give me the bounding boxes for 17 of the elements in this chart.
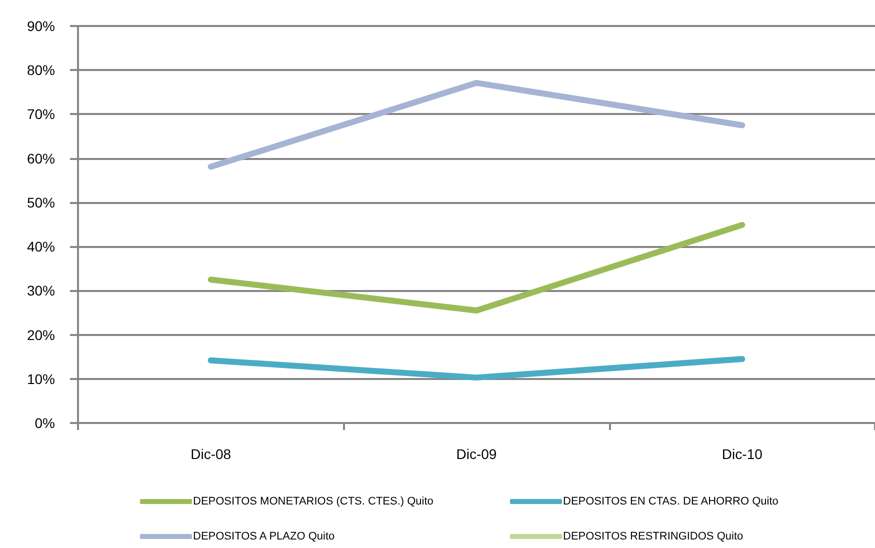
y-tick-label: 50% <box>26 194 55 210</box>
legend-label: DEPOSITOS RESTRINGIDOS Quito <box>563 530 744 542</box>
x-tick-label: Dic-08 <box>190 446 232 462</box>
y-tick-label: 0% <box>34 415 55 431</box>
y-tick-label: 70% <box>26 106 55 122</box>
y-tick-label: 90% <box>26 18 55 34</box>
y-tick-label: 30% <box>26 282 55 299</box>
y-tick-label: 80% <box>26 62 55 78</box>
y-tick-label: 60% <box>26 150 55 166</box>
y-tick-label: 40% <box>26 238 55 255</box>
legend-label: DEPOSITOS A PLAZO Quito <box>193 530 335 542</box>
legend-label: DEPOSITOS MONETARIOS (CTS. CTES.) Quito <box>193 496 434 508</box>
x-tick-label: Dic-10 <box>722 446 763 462</box>
legend-label: DEPOSITOS EN CTAS. DE AHORRO Quito <box>563 496 778 508</box>
y-tick-label: 10% <box>26 370 55 387</box>
y-tick-label: 20% <box>26 326 55 343</box>
x-tick-label: Dic-09 <box>456 446 497 462</box>
